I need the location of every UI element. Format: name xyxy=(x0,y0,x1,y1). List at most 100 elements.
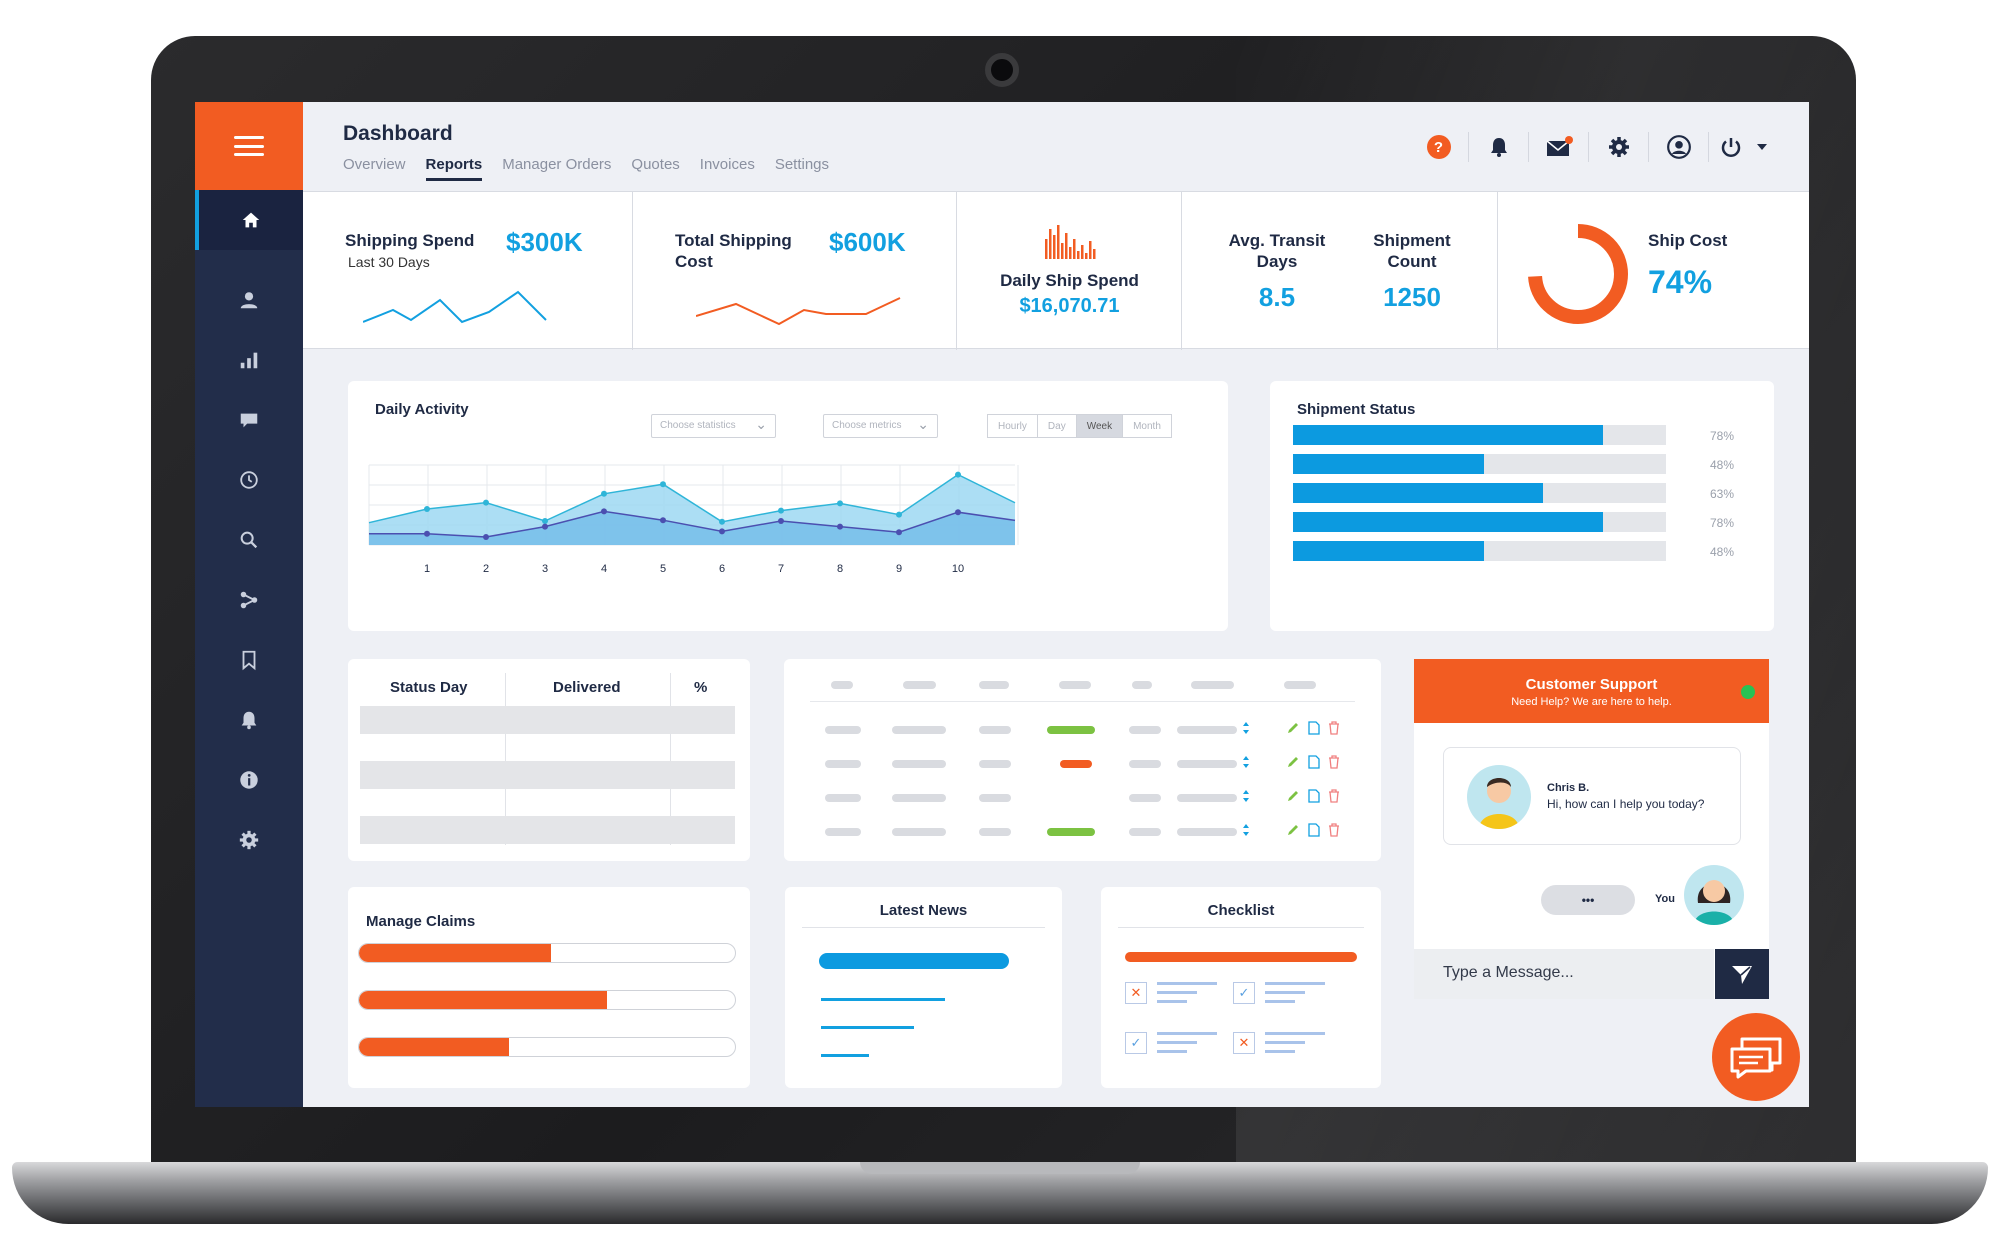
tab-quotes[interactable]: Quotes xyxy=(631,156,680,173)
column-header-status-day: Status Day xyxy=(390,679,468,696)
trash-icon[interactable] xyxy=(1328,823,1340,837)
checklist-text-line xyxy=(1265,1000,1295,1003)
data-point xyxy=(424,506,430,512)
x-tick-label: 7 xyxy=(778,563,784,575)
document-icon[interactable] xyxy=(1308,823,1320,837)
checklist-text-line xyxy=(1157,1000,1187,1003)
row-actions xyxy=(1242,721,1340,735)
document-icon[interactable] xyxy=(1308,755,1320,769)
menu-button[interactable] xyxy=(195,102,303,190)
range-hourly[interactable]: Hourly xyxy=(988,415,1038,437)
kpi-total-shipping: Total Shipping Cost $600K xyxy=(633,192,957,350)
checkbox-unchecked[interactable]: ✕ xyxy=(1233,1032,1255,1054)
document-icon[interactable] xyxy=(1308,721,1320,735)
sidebar-item-users[interactable] xyxy=(195,270,303,330)
status-bar-track xyxy=(1293,483,1666,503)
status-bar-track xyxy=(1293,454,1666,474)
edit-icon[interactable] xyxy=(1286,721,1300,735)
checklist-text-line xyxy=(1157,1041,1197,1044)
checklist-text-line xyxy=(1265,1032,1325,1035)
chat-fab[interactable] xyxy=(1712,1013,1800,1101)
sidebar xyxy=(195,102,303,1107)
sort-arrow-icon[interactable] xyxy=(1242,721,1250,735)
clock-icon xyxy=(240,471,258,489)
data-point xyxy=(660,517,666,524)
latest-news-card: Latest News xyxy=(785,887,1062,1088)
data-point xyxy=(424,530,430,537)
status-bar-fill xyxy=(1293,425,1603,445)
cell-placeholder xyxy=(892,760,946,768)
cell-placeholder xyxy=(979,828,1011,836)
edit-icon[interactable] xyxy=(1286,789,1300,803)
trash-icon[interactable] xyxy=(1328,721,1340,735)
power-menu-button[interactable] xyxy=(1709,132,1779,162)
sidebar-item-share[interactable] xyxy=(195,570,303,630)
agent-message: Hi, how can I help you today? xyxy=(1547,797,1705,811)
status-bar-track xyxy=(1293,512,1666,532)
data-point xyxy=(542,518,548,524)
status-bar-percent: 48% xyxy=(1710,545,1735,559)
status-bar-percent: 63% xyxy=(1710,487,1735,501)
edit-icon[interactable] xyxy=(1286,755,1300,769)
settings-button[interactable] xyxy=(1589,132,1649,162)
sort-arrow-icon[interactable] xyxy=(1242,789,1250,803)
data-point xyxy=(483,534,489,540)
edit-icon[interactable] xyxy=(1286,823,1300,837)
range-week[interactable]: Week xyxy=(1076,415,1124,437)
news-headline-bar xyxy=(819,953,1009,969)
sort-arrow-icon[interactable] xyxy=(1242,755,1250,769)
checklist-header-bar xyxy=(1125,952,1357,962)
x-tick-label: 6 xyxy=(719,563,725,575)
trash-icon[interactable] xyxy=(1328,755,1340,769)
column-header-placeholder xyxy=(831,681,853,689)
data-point xyxy=(601,490,607,497)
claim-progress-fill xyxy=(359,991,608,1009)
notifications-button[interactable] xyxy=(1469,132,1529,162)
power-icon xyxy=(1721,138,1741,157)
sidebar-item-notifications[interactable] xyxy=(195,690,303,750)
sidebar-item-home[interactable] xyxy=(195,190,303,250)
sort-arrow-icon[interactable] xyxy=(1242,823,1250,837)
tab-reports[interactable]: Reports xyxy=(425,156,482,181)
message-input[interactable]: Type a Message... xyxy=(1414,949,1714,999)
statistics-select[interactable]: Choose statistics xyxy=(651,414,776,438)
document-icon[interactable] xyxy=(1308,789,1320,803)
gear-icon xyxy=(239,830,259,850)
kpi-ship-cost: Ship Cost 74% xyxy=(1498,192,1809,350)
webcam xyxy=(985,53,1019,87)
cell-placeholder xyxy=(1129,760,1161,768)
metrics-select[interactable]: Choose metrics xyxy=(823,414,938,438)
sidebar-item-messages[interactable] xyxy=(195,390,303,450)
sidebar-item-reports[interactable] xyxy=(195,330,303,390)
tab-manager-orders[interactable]: Manager Orders xyxy=(502,156,612,173)
data-point xyxy=(896,529,902,536)
mail-button[interactable] xyxy=(1529,132,1589,162)
tab-overview[interactable]: Overview xyxy=(343,156,406,173)
customer-support-card: Customer Support Need Help? We are here … xyxy=(1414,659,1769,999)
sparkline xyxy=(363,290,547,324)
checklist-card: Checklist ✕ ✓ ✓ ✕ xyxy=(1101,887,1381,1088)
card-title: Daily Activity xyxy=(375,401,469,418)
trash-icon[interactable] xyxy=(1328,789,1340,803)
profile-button[interactable] xyxy=(1649,132,1709,162)
card-title: Latest News xyxy=(879,902,968,919)
sidebar-item-settings[interactable] xyxy=(195,810,303,870)
x-tick-label: 4 xyxy=(601,563,607,575)
checkbox-checked[interactable]: ✓ xyxy=(1233,982,1255,1004)
tab-invoices[interactable]: Invoices xyxy=(699,156,755,173)
range-day[interactable]: Day xyxy=(1038,415,1077,437)
help-button[interactable]: ? xyxy=(1409,132,1469,162)
cell-placeholder xyxy=(892,794,946,802)
sidebar-item-search[interactable] xyxy=(195,510,303,570)
send-button[interactable] xyxy=(1715,949,1769,999)
tab-settings[interactable]: Settings xyxy=(774,156,830,173)
checkbox-checked[interactable]: ✓ xyxy=(1125,1032,1147,1054)
status-bar-percent: 78% xyxy=(1710,429,1735,443)
checkbox-unchecked[interactable]: ✕ xyxy=(1125,982,1147,1004)
tab-bar: Overview Reports Manager Orders Quotes I… xyxy=(343,156,829,181)
sidebar-item-bookmarks[interactable] xyxy=(195,630,303,690)
info-icon xyxy=(240,771,258,789)
sidebar-item-history[interactable] xyxy=(195,450,303,510)
sidebar-item-info[interactable] xyxy=(195,750,303,810)
range-month[interactable]: Month xyxy=(1133,421,1161,432)
